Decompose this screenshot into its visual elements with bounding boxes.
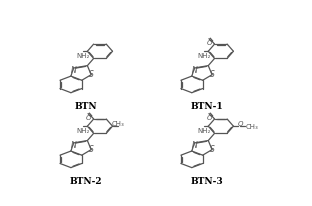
Text: N: N — [192, 65, 197, 74]
Text: NH₂: NH₂ — [76, 53, 90, 59]
Text: BTN-2: BTN-2 — [70, 177, 102, 185]
Text: S: S — [210, 70, 215, 79]
Text: NH₂: NH₂ — [76, 127, 90, 133]
Text: S: S — [90, 144, 94, 153]
Text: N: N — [71, 140, 77, 149]
Text: NH₂: NH₂ — [197, 127, 211, 133]
Text: O: O — [237, 121, 243, 126]
Text: S: S — [90, 70, 94, 79]
Text: N: N — [192, 140, 197, 149]
Text: O: O — [86, 115, 91, 121]
Text: BTN-3: BTN-3 — [191, 177, 223, 185]
Text: CH₃: CH₃ — [245, 123, 258, 129]
Text: NH₂: NH₂ — [197, 53, 211, 59]
Text: O: O — [207, 115, 212, 121]
Text: O: O — [207, 40, 212, 46]
Text: BTN-1: BTN-1 — [191, 102, 223, 111]
Text: N: N — [71, 65, 77, 74]
Text: BTN: BTN — [75, 102, 97, 111]
Text: S: S — [210, 144, 215, 153]
Text: CH₃: CH₃ — [111, 120, 124, 126]
